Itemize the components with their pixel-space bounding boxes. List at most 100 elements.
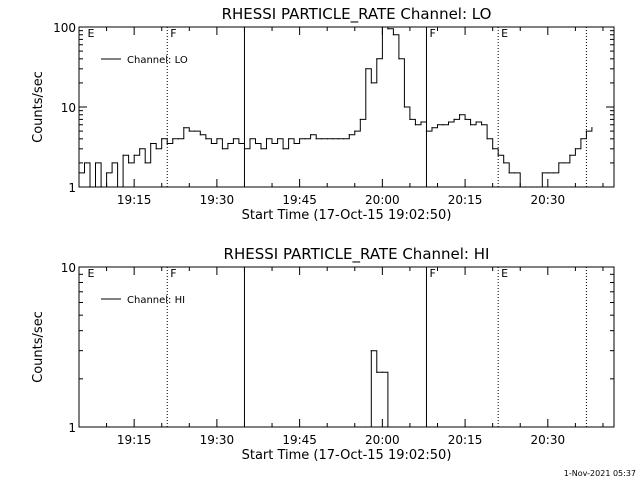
data-point bbox=[508, 172, 510, 174]
x-tick-label: 20:00 bbox=[365, 193, 400, 207]
data-point bbox=[144, 162, 146, 164]
x-tick-label: 19:45 bbox=[282, 193, 317, 207]
data-point bbox=[348, 134, 350, 136]
data-point bbox=[216, 138, 218, 140]
data-point bbox=[161, 138, 163, 140]
event-marker-label: F bbox=[170, 27, 176, 40]
x-tick-label: 19:45 bbox=[282, 433, 317, 447]
data-point bbox=[194, 130, 196, 132]
data-point bbox=[337, 138, 339, 140]
data-point bbox=[376, 58, 378, 60]
y-axis-label: Counts/sec bbox=[31, 311, 46, 383]
x-tick-label: 20:15 bbox=[448, 433, 483, 447]
data-point bbox=[370, 350, 372, 352]
data-point bbox=[100, 186, 102, 188]
y-tick-label: 1 bbox=[68, 181, 76, 195]
data-point bbox=[387, 426, 389, 428]
legend-label: Channel: HI bbox=[127, 295, 185, 306]
data-point bbox=[370, 82, 372, 84]
x-tick-label: 20:30 bbox=[531, 193, 566, 207]
data-point bbox=[414, 124, 417, 126]
data-point bbox=[420, 121, 422, 123]
data-point bbox=[580, 138, 582, 140]
x-tick-label: 19:30 bbox=[200, 193, 235, 207]
data-point bbox=[436, 124, 439, 126]
plot-frame bbox=[78, 26, 615, 188]
data-point bbox=[503, 162, 505, 164]
data-point bbox=[558, 162, 560, 164]
y-tick-label: 10 bbox=[61, 101, 76, 115]
x-tick-label: 19:30 bbox=[200, 433, 235, 447]
data-point bbox=[541, 172, 543, 174]
data-point bbox=[387, 28, 389, 30]
data-point bbox=[183, 127, 185, 129]
data-point bbox=[177, 138, 179, 140]
event-marker-label: E bbox=[88, 27, 95, 40]
data-point bbox=[359, 118, 361, 120]
data-point bbox=[287, 138, 290, 140]
event-marker-label: E bbox=[88, 267, 95, 280]
series-line bbox=[79, 26, 593, 188]
data-point bbox=[78, 172, 80, 174]
data-point bbox=[365, 68, 367, 70]
data-point bbox=[188, 130, 190, 132]
data-point bbox=[155, 148, 157, 150]
data-point bbox=[591, 127, 593, 129]
data-point bbox=[271, 142, 273, 145]
event-marker-label: F bbox=[429, 267, 435, 280]
x-tick-label: 19:15 bbox=[117, 193, 152, 207]
data-point bbox=[293, 142, 295, 145]
data-point bbox=[150, 142, 152, 145]
data-point bbox=[117, 186, 119, 188]
data-point bbox=[552, 172, 554, 174]
data-point bbox=[232, 138, 235, 140]
panel-2: RHESSI PARTICLE_RATE Channel: HI 1 10 Count… bbox=[31, 245, 615, 463]
data-point bbox=[249, 138, 251, 140]
plot-frame bbox=[78, 266, 615, 428]
data-point bbox=[166, 142, 168, 145]
data-point bbox=[133, 154, 135, 156]
data-point bbox=[94, 162, 97, 164]
data-point bbox=[525, 186, 527, 188]
data-point bbox=[376, 371, 378, 373]
data-point bbox=[464, 118, 466, 120]
data-point bbox=[514, 172, 516, 174]
data-point bbox=[111, 162, 113, 164]
data-point bbox=[497, 154, 499, 156]
data-point bbox=[574, 148, 576, 150]
data-point bbox=[563, 162, 565, 164]
data-point bbox=[492, 148, 494, 150]
data-point bbox=[89, 186, 91, 188]
data-point bbox=[310, 134, 312, 136]
y-tick-label: 1 bbox=[68, 421, 76, 435]
data-point bbox=[343, 138, 345, 140]
data-point bbox=[354, 130, 356, 132]
y-tick-label: 10 bbox=[61, 261, 76, 275]
data-point bbox=[332, 138, 334, 140]
data-point bbox=[486, 138, 488, 140]
data-point bbox=[139, 148, 141, 150]
data-point bbox=[475, 121, 477, 123]
data-point bbox=[265, 138, 268, 140]
data-point bbox=[398, 58, 400, 60]
data-point bbox=[321, 138, 323, 140]
y-tick-label: 100 bbox=[53, 21, 76, 35]
data-point bbox=[409, 118, 411, 120]
data-point bbox=[392, 34, 394, 36]
data-point bbox=[276, 138, 279, 140]
data-point bbox=[585, 130, 588, 132]
data-point bbox=[172, 138, 174, 140]
data-point bbox=[425, 130, 428, 132]
data-point bbox=[469, 124, 472, 126]
data-point bbox=[227, 142, 229, 145]
data-point bbox=[105, 172, 108, 174]
data-point bbox=[254, 142, 257, 145]
x-tick-label: 20:15 bbox=[448, 193, 483, 207]
x-axis-label: Start Time (17-Oct-15 19:02:50) bbox=[242, 448, 452, 463]
data-point bbox=[519, 186, 521, 188]
data-point bbox=[458, 114, 461, 116]
data-point bbox=[530, 186, 532, 188]
data-point bbox=[381, 26, 383, 28]
data-point bbox=[83, 162, 86, 164]
